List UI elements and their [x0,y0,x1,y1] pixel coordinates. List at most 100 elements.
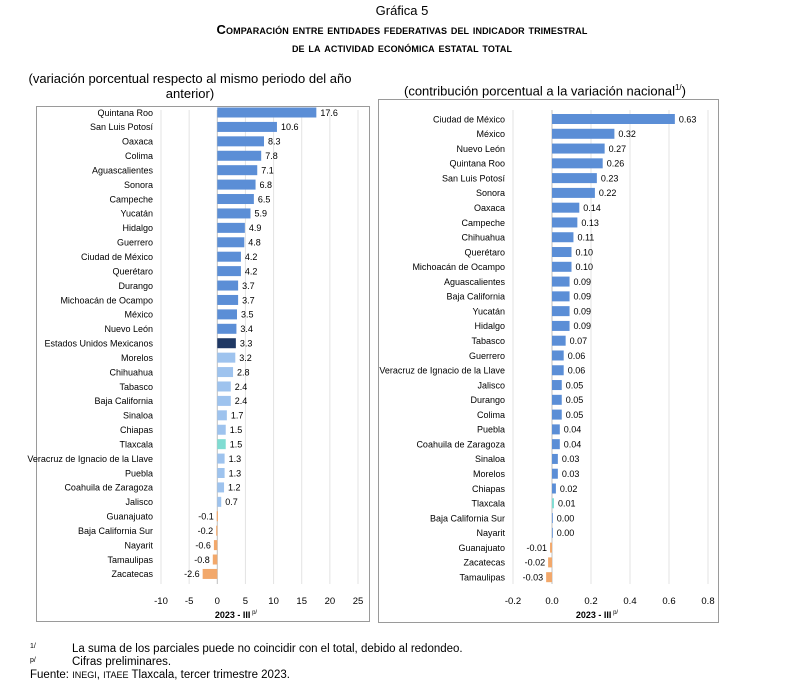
right-category-label: San Luis Potosí [442,173,506,183]
left-category-label: Coahuila de Zaragoza [64,483,153,493]
left-bar [216,511,218,522]
left-bar [217,280,239,291]
right-x-tick-label: -0.2 [505,596,521,607]
left-value-label: 3.4 [240,324,253,334]
right-category-label: Sinaloa [475,454,505,464]
left-bar [217,338,236,349]
right-category-label: Puebla [477,425,505,435]
right-category-label: Sonora [476,188,505,198]
right-value-label: 0.05 [566,395,584,405]
footnote-1-text: La suma de los parciales puede no coinci… [72,643,463,655]
left-value-label: 1.5 [230,439,243,449]
left-value-label: 3.5 [241,310,254,320]
chart-title-line1: Comparación entre entidades federativas … [216,22,588,37]
left-value-label: -0.6 [195,540,211,550]
left-x-tick-label: 25 [353,596,364,607]
footnote-2-text: Cifras preliminares. [72,656,172,668]
left-x-tick-label: -10 [154,596,168,607]
right-bar [552,424,560,435]
source-note: Fuente: INEGI, ITAEE Tlaxcala, tercer tr… [30,669,290,681]
left-value-label: 0.7 [225,497,238,507]
left-bar [217,107,317,118]
right-value-label: 0.06 [568,351,586,361]
right-x-tick-label: 0.0 [545,596,558,607]
right-bar [552,409,562,420]
left-bar [217,194,254,205]
right-value-label: 0.11 [577,233,594,243]
right-bar [552,527,553,538]
right-category-label: Baja California [446,292,505,302]
right-bar [552,320,570,331]
left-bar [217,222,245,233]
left-value-label: 6.5 [258,194,271,204]
left-value-label: 7.8 [265,151,278,161]
left-bar [217,251,241,262]
right-category-label: Zacatecas [463,558,505,568]
right-bar [552,261,572,272]
right-bar [552,380,562,391]
right-bar [552,453,558,464]
right-bar [552,350,564,361]
left-value-label: 1.5 [230,425,243,435]
left-value-label: 3.7 [242,281,255,291]
left-bar [217,482,225,493]
left-bar [217,136,265,147]
right-category-label: Chihuahua [461,233,505,243]
left-category-label: Baja California [94,396,153,406]
left-bar [217,309,237,320]
right-bar [552,217,578,228]
right-category-label: Veracruz de Ignacio de la Llave [379,366,505,376]
left-category-label: Aguascalientes [92,165,154,175]
right-bar [552,498,554,509]
right-value-label: 0.09 [574,292,592,302]
right-category-label: Ciudad de México [433,114,505,124]
right-bar [552,158,603,169]
right-category-label: Tamaulipas [459,572,505,582]
right-x-tick-label: 0.6 [662,596,675,607]
right-bar [552,232,574,243]
right-category-label: Chiapas [472,484,506,494]
right-value-label: 0.09 [574,277,592,287]
left-category-label: Campeche [109,194,153,204]
left-value-label: 2.4 [235,396,248,406]
left-x-tick-label: 0 [215,596,220,607]
left-value-label: 10.6 [281,122,299,132]
right-value-label: 0.02 [560,484,578,494]
right-value-label: 0.32 [618,129,636,139]
left-category-label: Yucatán [120,209,153,219]
right-value-label: 0.03 [562,454,580,464]
right-bar [552,247,572,258]
right-value-label: 0.09 [574,321,592,331]
left-bar [217,121,277,132]
left-category-label: Puebla [125,468,153,478]
left-x-axis-title-text: 2023 - III [215,610,251,620]
left-value-label: -2.6 [184,569,200,579]
left-category-label: Sinaloa [123,411,153,421]
right-bar [552,468,558,479]
left-category-label: Durango [118,281,153,291]
left-x-tick-label: 20 [325,596,336,607]
left-category-label: Zacatecas [111,569,153,579]
right-category-label: Tlaxcala [471,499,505,509]
right-value-label: 0.27 [609,144,627,154]
left-category-label: Jalisco [125,497,153,507]
left-value-label: 2.8 [237,367,250,377]
left-value-label: 1.3 [229,454,242,464]
right-x-axis-title-sup: p/ [611,610,618,616]
right-bar [550,542,552,553]
left-value-label: 2.4 [235,382,248,392]
left-value-label: 17.6 [320,108,338,118]
right-value-label: 0.05 [566,380,584,390]
left-value-label: 3.2 [239,353,252,363]
right-category-label: Quintana Roo [449,159,505,169]
right-bar [552,513,553,524]
left-value-label: -0.2 [198,526,214,536]
right-category-label: Aguascalientes [444,277,506,287]
footnote-1-mark: 1/ [30,643,36,650]
left-x-tick-label: 15 [296,596,307,607]
left-category-label: Nuevo León [104,324,153,334]
right-category-label: Michoacán de Ocampo [412,262,505,272]
left-category-label: Tabasco [119,382,153,392]
left-chart-subtitle: (variación porcentual respecto al mismo … [28,71,352,101]
left-x-axis-title: 2023 - III p/ [215,610,258,620]
